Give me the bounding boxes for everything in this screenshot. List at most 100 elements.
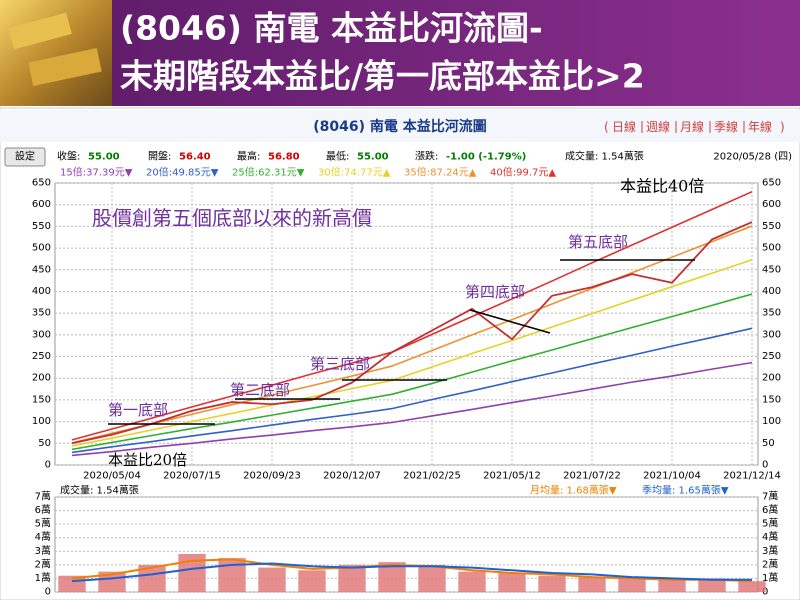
plot-area <box>54 496 759 593</box>
annotation: 第三底部 <box>310 355 370 373</box>
y-tick-label-right: 300 <box>762 329 781 340</box>
x-tick-label: 2021/12/14 <box>723 471 781 482</box>
y-tick-label: 2萬 <box>35 557 51 570</box>
info-label: 收盤: <box>57 150 80 163</box>
legend-entry: 30倍:74.77元▲ <box>318 166 391 179</box>
y-tick-label: 5萬 <box>35 517 51 530</box>
y-tick-label-right: 400 <box>762 286 781 297</box>
tab-bracket: ( <box>604 120 609 134</box>
legend-entry: 季均量: 1.65萬張▼ <box>642 484 729 497</box>
banner <box>0 0 800 106</box>
plot-area <box>54 182 759 466</box>
x-tick-label: 2020/12/07 <box>323 471 381 482</box>
volume-info: 成交量: 1.54萬張 <box>565 150 644 163</box>
legend-entry: 40倍:99.7元▲ <box>490 166 556 179</box>
info-value: 56.40 <box>179 152 211 163</box>
info-label: 漲跌: <box>415 150 438 163</box>
volume-bar <box>298 570 326 592</box>
banner-title: (8046) 南電 本益比河流圖- <box>120 9 543 48</box>
y-tick-label: 200 <box>32 373 51 384</box>
x-tick-label: 2020/05/04 <box>83 471 141 482</box>
settings-button[interactable] <box>4 147 46 167</box>
tab[interactable]: 季線 <box>714 119 738 134</box>
y-tick-label-right: 550 <box>762 221 781 232</box>
annotation: 第二底部 <box>230 381 290 399</box>
volume-bar <box>538 575 566 592</box>
y-tick-label-right: 5萬 <box>762 517 778 530</box>
y-tick-label: 7萬 <box>35 490 51 503</box>
volume-bar <box>738 581 766 592</box>
y-tick-label-right: 600 <box>762 199 781 210</box>
annotation: 第一底部 <box>108 401 168 419</box>
volume-bar <box>258 567 286 592</box>
y-tick-label: 400 <box>32 286 51 297</box>
legend-entry: 15倍:37.39元▼ <box>60 166 133 179</box>
info-label: 最低: <box>326 150 349 163</box>
chart-title: (8046) 南電 本益比河流圖 <box>313 118 487 135</box>
banner-title: 末期階段本益比/第一底部本益比>2 <box>120 57 645 96</box>
y-tick-label: 650 <box>32 178 51 189</box>
y-tick-label-right: 0 <box>762 460 768 471</box>
y-tick-label: 350 <box>32 308 51 319</box>
y-tick-label-right: 50 <box>762 438 775 449</box>
volume-bar <box>218 558 246 592</box>
y-tick-label-right: 7萬 <box>762 490 778 503</box>
y-tick-label-right: 200 <box>762 373 781 384</box>
average-line <box>71 562 752 583</box>
tab[interactable]: 週線 <box>646 119 670 134</box>
y-tick-label-right: 250 <box>762 351 781 362</box>
y-tick-label: 0 <box>45 587 51 598</box>
river-line <box>71 190 753 441</box>
y-tick-label-right: 6萬 <box>762 503 778 516</box>
y-tick-label-right: 650 <box>762 178 781 189</box>
volume-bar <box>418 564 446 592</box>
info-label: 開盤: <box>148 150 171 163</box>
annotation: 第五底部 <box>568 233 628 251</box>
y-tick-label: 500 <box>32 243 51 254</box>
volume-bar <box>698 578 726 592</box>
tab[interactable]: 月線 <box>680 119 704 134</box>
volume-bar <box>458 571 486 592</box>
y-tick-label: 6萬 <box>35 503 51 516</box>
date: 2020/05/28 (四) <box>713 152 792 163</box>
info-value: 56.80 <box>268 152 300 163</box>
info-value: 55.00 <box>88 152 120 163</box>
x-tick-label: 2020/07/15 <box>163 471 221 482</box>
info-value: -1.00 (-1.79%) <box>446 152 526 163</box>
volume-bar <box>498 573 526 592</box>
price-line <box>71 221 753 445</box>
volume-bar <box>578 577 606 592</box>
y-tick-label-right: 4萬 <box>762 530 778 543</box>
y-tick-label: 0 <box>45 460 51 471</box>
y-tick-label: 300 <box>32 329 51 340</box>
y-tick-label-right: 2萬 <box>762 557 778 570</box>
volume-title: 成交量: 1.54萬張 <box>60 484 139 497</box>
y-tick-label-right: 500 <box>762 243 781 254</box>
y-tick-label: 50 <box>38 438 51 449</box>
legend-entry: 20倍:49.85元▼ <box>146 166 219 179</box>
annotation: 第四底部 <box>465 283 525 301</box>
x-tick-label: 2021/05/12 <box>483 471 541 482</box>
y-tick-label: 1萬 <box>35 571 51 584</box>
y-tick-label: 550 <box>32 221 51 232</box>
annotation: 本益比40倍 <box>620 177 704 196</box>
y-tick-label-right: 150 <box>762 394 781 405</box>
river-line <box>71 361 753 457</box>
y-tick-label-right: 100 <box>762 416 781 427</box>
river-line <box>71 259 753 447</box>
y-tick-label: 4萬 <box>35 530 51 543</box>
chart-panel <box>0 107 800 600</box>
volume-bar <box>658 579 686 592</box>
settings-label[interactable]: 設定 <box>15 150 35 163</box>
y-tick-label: 600 <box>32 199 51 210</box>
tab[interactable]: 年線 <box>748 119 772 134</box>
y-tick-label: 250 <box>32 351 51 362</box>
river-line <box>71 327 753 454</box>
x-tick-label: 2021/02/25 <box>403 471 461 482</box>
tab[interactable]: 日線 <box>612 119 636 134</box>
annotation: 股價創第五個底部以來的新高價 <box>92 206 372 230</box>
y-tick-label-right: 3萬 <box>762 544 778 557</box>
legend-entry: 35倍:87.24元▲ <box>404 166 477 179</box>
info-value: 55.00 <box>357 152 389 163</box>
